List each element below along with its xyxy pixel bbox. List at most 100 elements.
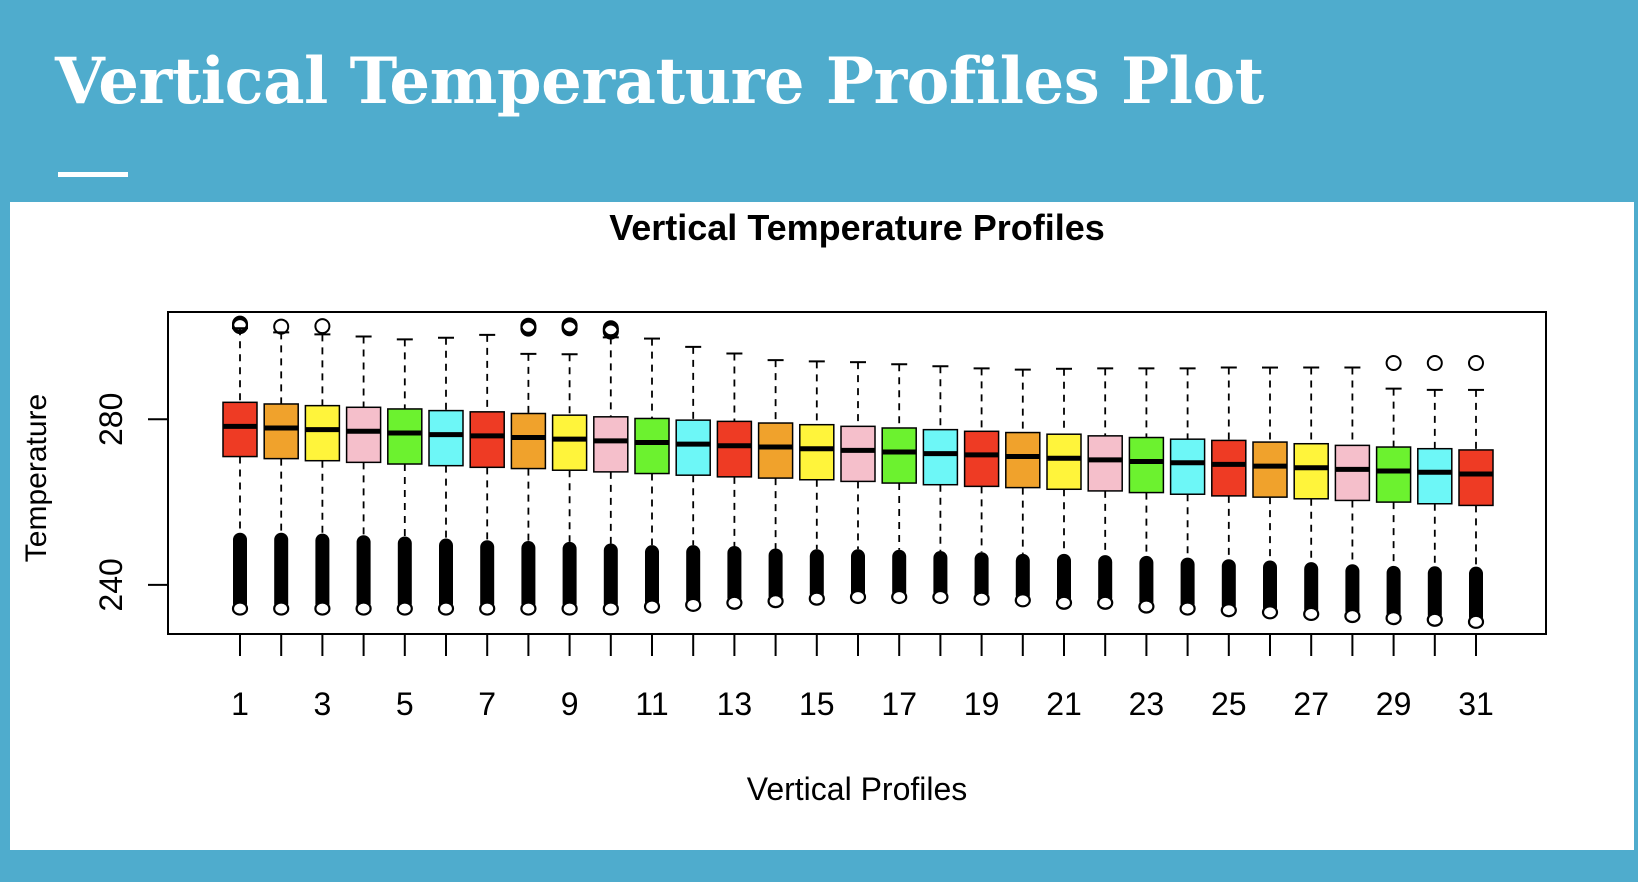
- box: [1005, 431, 1041, 489]
- low-outlier-band: [1180, 557, 1195, 611]
- low-outlier-band: [397, 536, 412, 611]
- low-outlier-band: [727, 545, 742, 605]
- outlier-point: [561, 317, 578, 334]
- box: [387, 408, 423, 465]
- outlier-point: [1220, 603, 1237, 618]
- low-outlier-band: [851, 549, 865, 599]
- x-tick-label: 11: [635, 686, 668, 722]
- outlier-point: [231, 601, 249, 616]
- box: [345, 406, 382, 464]
- x-tick-label: 25: [1211, 686, 1247, 722]
- box: [1334, 444, 1371, 502]
- x-tick-label: 29: [1376, 686, 1412, 722]
- box: [1293, 442, 1329, 500]
- box: [1169, 438, 1206, 495]
- outlier-point: [314, 601, 331, 616]
- outlier-point: [437, 601, 455, 616]
- x-tick-label: 15: [799, 686, 835, 722]
- low-outlier-band: [1139, 555, 1154, 609]
- box: [1375, 446, 1412, 503]
- low-outlier-band: [1304, 562, 1319, 616]
- low-outlier-band: [686, 545, 701, 607]
- outlier-point: [273, 601, 290, 616]
- low-outlier-band: [356, 535, 371, 611]
- y-tick-label: 280: [93, 393, 129, 446]
- outlier-point: [602, 320, 619, 337]
- x-axis-label: Vertical Profiles: [747, 771, 968, 807]
- outlier-point: [891, 589, 908, 605]
- low-outlier-band: [274, 532, 289, 611]
- outlier-point: [726, 595, 743, 610]
- outlier-point: [561, 601, 578, 616]
- outlier-point: [849, 589, 867, 605]
- box: [799, 423, 835, 481]
- low-outlier-band: [974, 552, 989, 601]
- box: [757, 422, 794, 479]
- outlier-point: [1385, 354, 1402, 371]
- low-outlier-band: [603, 543, 618, 611]
- box: [922, 428, 959, 486]
- chart-title: Vertical Temperature Profiles: [609, 207, 1105, 248]
- outlier-point: [520, 601, 537, 616]
- outlier-point: [355, 601, 372, 616]
- x-tick-label: 27: [1293, 686, 1329, 722]
- x-tick-label: 17: [881, 686, 917, 722]
- outlier-point: [973, 591, 990, 606]
- box: [675, 419, 711, 476]
- low-outlier-band: [1057, 553, 1071, 605]
- box: [469, 411, 505, 469]
- box: [428, 409, 464, 467]
- low-outlier-band: [233, 532, 247, 611]
- y-tick-label: 240: [93, 558, 129, 611]
- x-tick-label: 3: [314, 686, 332, 722]
- box: [1458, 449, 1494, 507]
- low-outlier-band: [892, 549, 907, 599]
- outlier-point: [1138, 599, 1155, 614]
- box: [1252, 441, 1288, 498]
- outlier-point: [1014, 593, 1031, 608]
- outlier-point: [1344, 608, 1361, 624]
- box: [963, 430, 1000, 488]
- low-outlier-band: [315, 533, 330, 611]
- outlier-point: [808, 591, 825, 606]
- low-outlier-band: [768, 548, 783, 604]
- box: [634, 417, 670, 475]
- low-outlier-band: [1427, 566, 1442, 622]
- x-tick-label: 19: [964, 686, 1000, 722]
- x-tick-label: 9: [561, 686, 579, 722]
- outlier-point: [1426, 612, 1443, 627]
- outlier-point: [1179, 601, 1196, 616]
- box: [551, 414, 588, 471]
- box: [593, 416, 629, 473]
- outlier-point: [1261, 605, 1279, 620]
- box: [510, 412, 547, 470]
- low-outlier-band: [1221, 559, 1236, 613]
- low-outlier-band: [1015, 553, 1030, 603]
- box: [1417, 447, 1453, 505]
- outlier-point: [643, 599, 661, 614]
- outlier-point: [520, 317, 537, 334]
- outlier-point: [685, 597, 702, 612]
- x-tick-label: 21: [1046, 686, 1082, 722]
- outlier-point: [1055, 595, 1073, 610]
- outlier-point: [273, 318, 290, 335]
- chart-panel: Vertical Temperature Profiles Vertical P…: [10, 202, 1634, 850]
- outlier-point: [1468, 354, 1484, 371]
- box: [716, 420, 753, 478]
- x-tick-label: 7: [478, 686, 496, 722]
- low-outlier-band: [1469, 566, 1483, 624]
- outlier-point: [479, 601, 496, 616]
- low-outlier-band: [809, 549, 824, 601]
- outlier-point: [1467, 614, 1485, 629]
- low-outlier-band: [439, 538, 453, 611]
- low-outlier-band: [1098, 555, 1113, 605]
- low-outlier-band: [1345, 564, 1360, 619]
- low-outlier-band: [1263, 560, 1277, 615]
- x-tick-label: 31: [1458, 686, 1494, 722]
- x-tick-label: 1: [231, 686, 249, 722]
- outlier-point: [1097, 595, 1114, 610]
- outlier-point: [1303, 606, 1320, 622]
- title-underline: [58, 172, 128, 177]
- x-tick-label: 23: [1129, 686, 1165, 722]
